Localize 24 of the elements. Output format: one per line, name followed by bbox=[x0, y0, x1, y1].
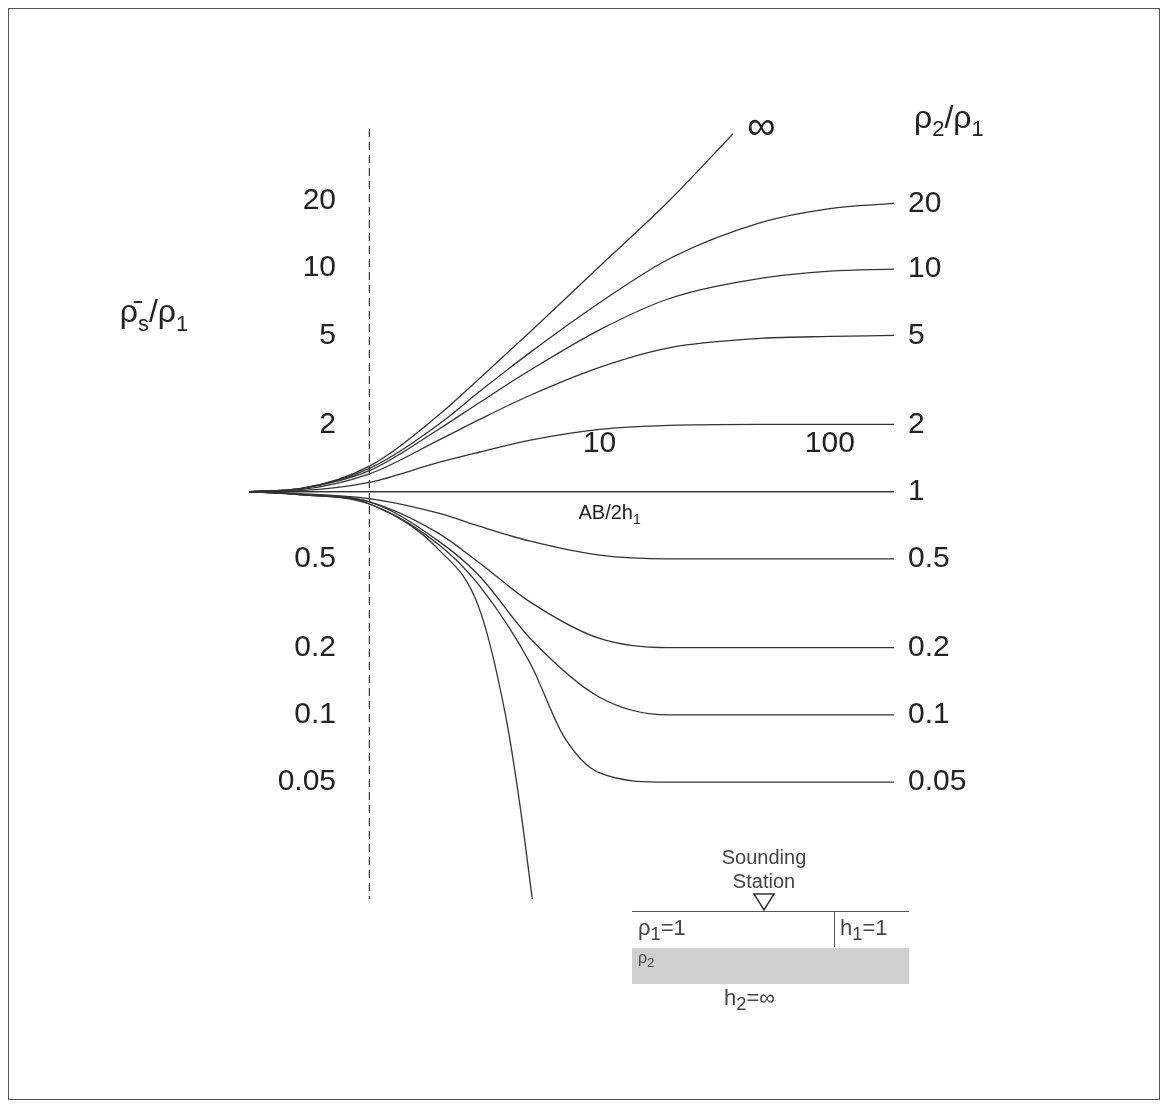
series-label: 2 bbox=[908, 405, 925, 439]
series-label: 10 bbox=[908, 250, 942, 284]
text: h$_{1}$=1 bbox=[840, 915, 888, 945]
text: h$_{2}$=∞ bbox=[724, 985, 775, 1015]
y-tick-label: 0.5 bbox=[294, 540, 370, 574]
y-tick-label: 5 bbox=[319, 316, 370, 350]
x-tick-label: 100 bbox=[804, 424, 855, 458]
y-tick-label: 0.05 bbox=[277, 763, 370, 797]
y-tick-label: 2 bbox=[319, 405, 370, 439]
series-label: 0.5 bbox=[908, 540, 950, 574]
series-label: 20 bbox=[908, 184, 942, 218]
series-label: ∞ bbox=[747, 102, 776, 147]
series-label: 1 bbox=[908, 472, 925, 506]
text: ρ$_{2}$ bbox=[638, 949, 655, 971]
text: ρ$_{1}$=1 bbox=[638, 915, 686, 945]
series-label: 5 bbox=[908, 316, 925, 350]
series-label: 0.2 bbox=[908, 628, 950, 662]
y-tick-label: 0.2 bbox=[294, 628, 370, 662]
y-tick-label: 20 bbox=[302, 182, 370, 216]
y-tick-label: 10 bbox=[302, 249, 370, 283]
annotation: Sounding Station bbox=[721, 846, 807, 892]
series-label: 0.05 bbox=[908, 763, 967, 797]
series-label: 0.1 bbox=[908, 696, 950, 730]
y-tick-label: 0.1 bbox=[294, 696, 370, 730]
